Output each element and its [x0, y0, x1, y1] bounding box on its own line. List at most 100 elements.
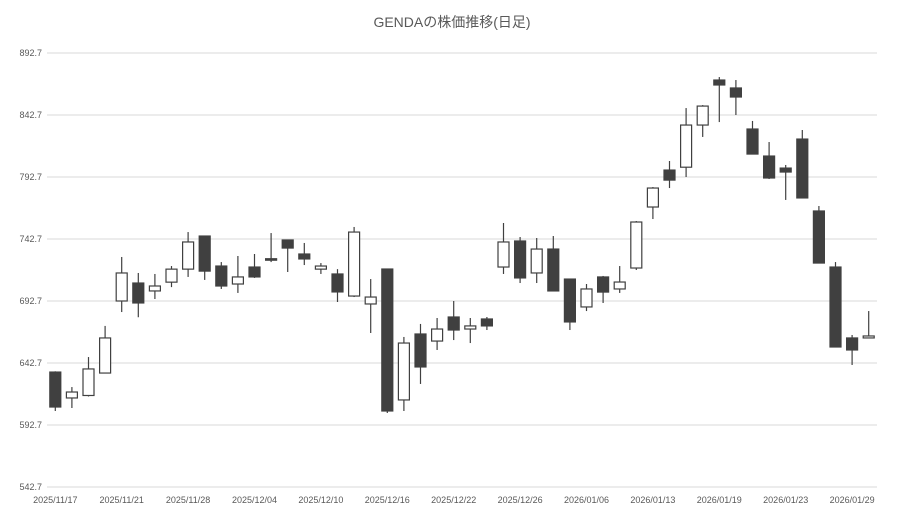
candle-body	[530, 248, 543, 274]
candle-2025/12/30	[547, 236, 560, 292]
candle-body	[580, 288, 593, 308]
candle-body	[298, 253, 311, 260]
candle-body	[348, 231, 361, 297]
candle-body	[663, 169, 676, 181]
candle-body	[65, 391, 79, 399]
candle-2025/11/27	[165, 266, 178, 288]
x-tick-label: 2025/12/22	[431, 495, 476, 505]
y-tick-label: 642.7	[19, 358, 42, 368]
candle-2025/12/26	[513, 237, 527, 284]
x-tick-label: 2025/11/21	[100, 495, 144, 505]
candle-body	[447, 316, 460, 331]
candle-2025/12/09	[298, 242, 311, 266]
candle-2025/12/02	[215, 262, 228, 289]
candle-2025/12/16	[381, 268, 394, 413]
y-tick-label: 892.7	[19, 48, 42, 58]
y-tick-label: 542.7	[19, 482, 42, 492]
x-axis-ticks: 2025/11/17 2025/11/21 2025/11/28 2025/12/04…	[33, 495, 875, 505]
candle-2026/01/23	[779, 164, 792, 200]
candle-2025/12/08	[281, 239, 294, 272]
candle-2025/12/25	[497, 223, 510, 274]
candle-body	[696, 105, 709, 126]
candle-body	[148, 285, 161, 292]
candle-body	[182, 241, 195, 270]
candle-body	[862, 335, 875, 339]
y-axis-ticks: 542.7 592.7 642.7 692.7 742.7 792.7 842.7 892.7	[19, 48, 42, 492]
y-tick-label: 792.7	[19, 172, 42, 182]
candle-2026/01/06	[580, 284, 593, 312]
candle-body	[331, 273, 344, 293]
candle-2026/01/13	[646, 187, 660, 220]
y-tick-label: 692.7	[19, 296, 42, 306]
candle-body	[248, 266, 261, 278]
candle-body	[845, 337, 859, 351]
candle-body	[115, 272, 128, 302]
candle-body	[132, 282, 145, 304]
candle-body	[397, 342, 410, 401]
candle-2026/01/05	[563, 278, 577, 331]
candle-2026/01/19	[713, 77, 726, 123]
candle-2026/01/08	[613, 266, 626, 293]
candle-2026/01/22	[762, 142, 776, 179]
candle-body	[762, 155, 776, 179]
candle-body	[796, 138, 809, 199]
y-tick-label: 842.7	[19, 110, 42, 120]
x-tick-label: 2025/12/10	[298, 495, 343, 505]
candle-2025/11/28	[182, 232, 195, 277]
x-tick-label: 2025/12/16	[365, 495, 410, 505]
candle-body	[464, 325, 477, 330]
candle-body	[98, 337, 112, 374]
candle-2025/12/29	[530, 238, 543, 284]
candle-body	[198, 235, 211, 272]
candle-2025/12/22	[447, 301, 460, 341]
candle-2026/01/21	[746, 120, 759, 155]
candle-body	[613, 281, 626, 290]
candle-2026/01/30	[862, 311, 875, 339]
x-tick-label: 2025/12/04	[232, 495, 277, 505]
candle-body	[646, 187, 660, 208]
candle-body	[314, 265, 327, 270]
x-tick-label: 2025/11/28	[166, 495, 210, 505]
x-tick-label: 2026/01/23	[763, 495, 808, 505]
candle-2026/01/09	[630, 221, 643, 270]
candle-2025/12/12	[348, 226, 361, 298]
gridlines	[47, 52, 877, 488]
candle-body	[746, 128, 759, 155]
candle-body	[82, 368, 95, 397]
candle-body	[480, 318, 493, 327]
x-tick-label: 2026/01/29	[830, 495, 875, 505]
x-tick-label: 2026/01/13	[630, 495, 675, 505]
candle-2026/01/14	[663, 161, 676, 189]
candle-2025/12/05	[265, 233, 278, 263]
candle-2026/01/27	[812, 206, 826, 264]
x-tick-label: 2026/01/19	[697, 495, 742, 505]
candle-2025/12/24	[480, 316, 493, 331]
candle-body	[713, 79, 726, 86]
candle-body	[497, 241, 510, 268]
candle-body	[231, 276, 244, 285]
x-tick-label: 2025/11/17	[33, 495, 77, 505]
candle-body	[812, 210, 826, 264]
candle-2025/12/15	[364, 279, 377, 333]
candle-2025/11/21	[115, 256, 128, 313]
candle-body	[414, 333, 427, 368]
candle-2025/11/18	[65, 387, 79, 409]
candle-body	[729, 87, 743, 98]
candle-2025/11/20	[98, 325, 112, 374]
candle-body	[49, 371, 62, 408]
candle-body	[281, 239, 294, 249]
candle-body	[829, 266, 842, 348]
candle-2025/11/19	[82, 357, 95, 397]
candle-2025/11/25	[132, 272, 145, 318]
candle-2025/12/17	[397, 336, 410, 411]
candle-body	[779, 167, 792, 173]
y-tick-label: 592.7	[19, 420, 42, 430]
candle-body	[381, 268, 394, 412]
candle-2026/01/16	[696, 105, 709, 137]
candle-2025/12/01	[198, 235, 211, 280]
candles	[49, 77, 875, 413]
candle-body	[513, 240, 527, 279]
candle-body	[547, 248, 560, 292]
candle-2025/12/18	[414, 323, 427, 384]
candle-body	[364, 296, 377, 305]
